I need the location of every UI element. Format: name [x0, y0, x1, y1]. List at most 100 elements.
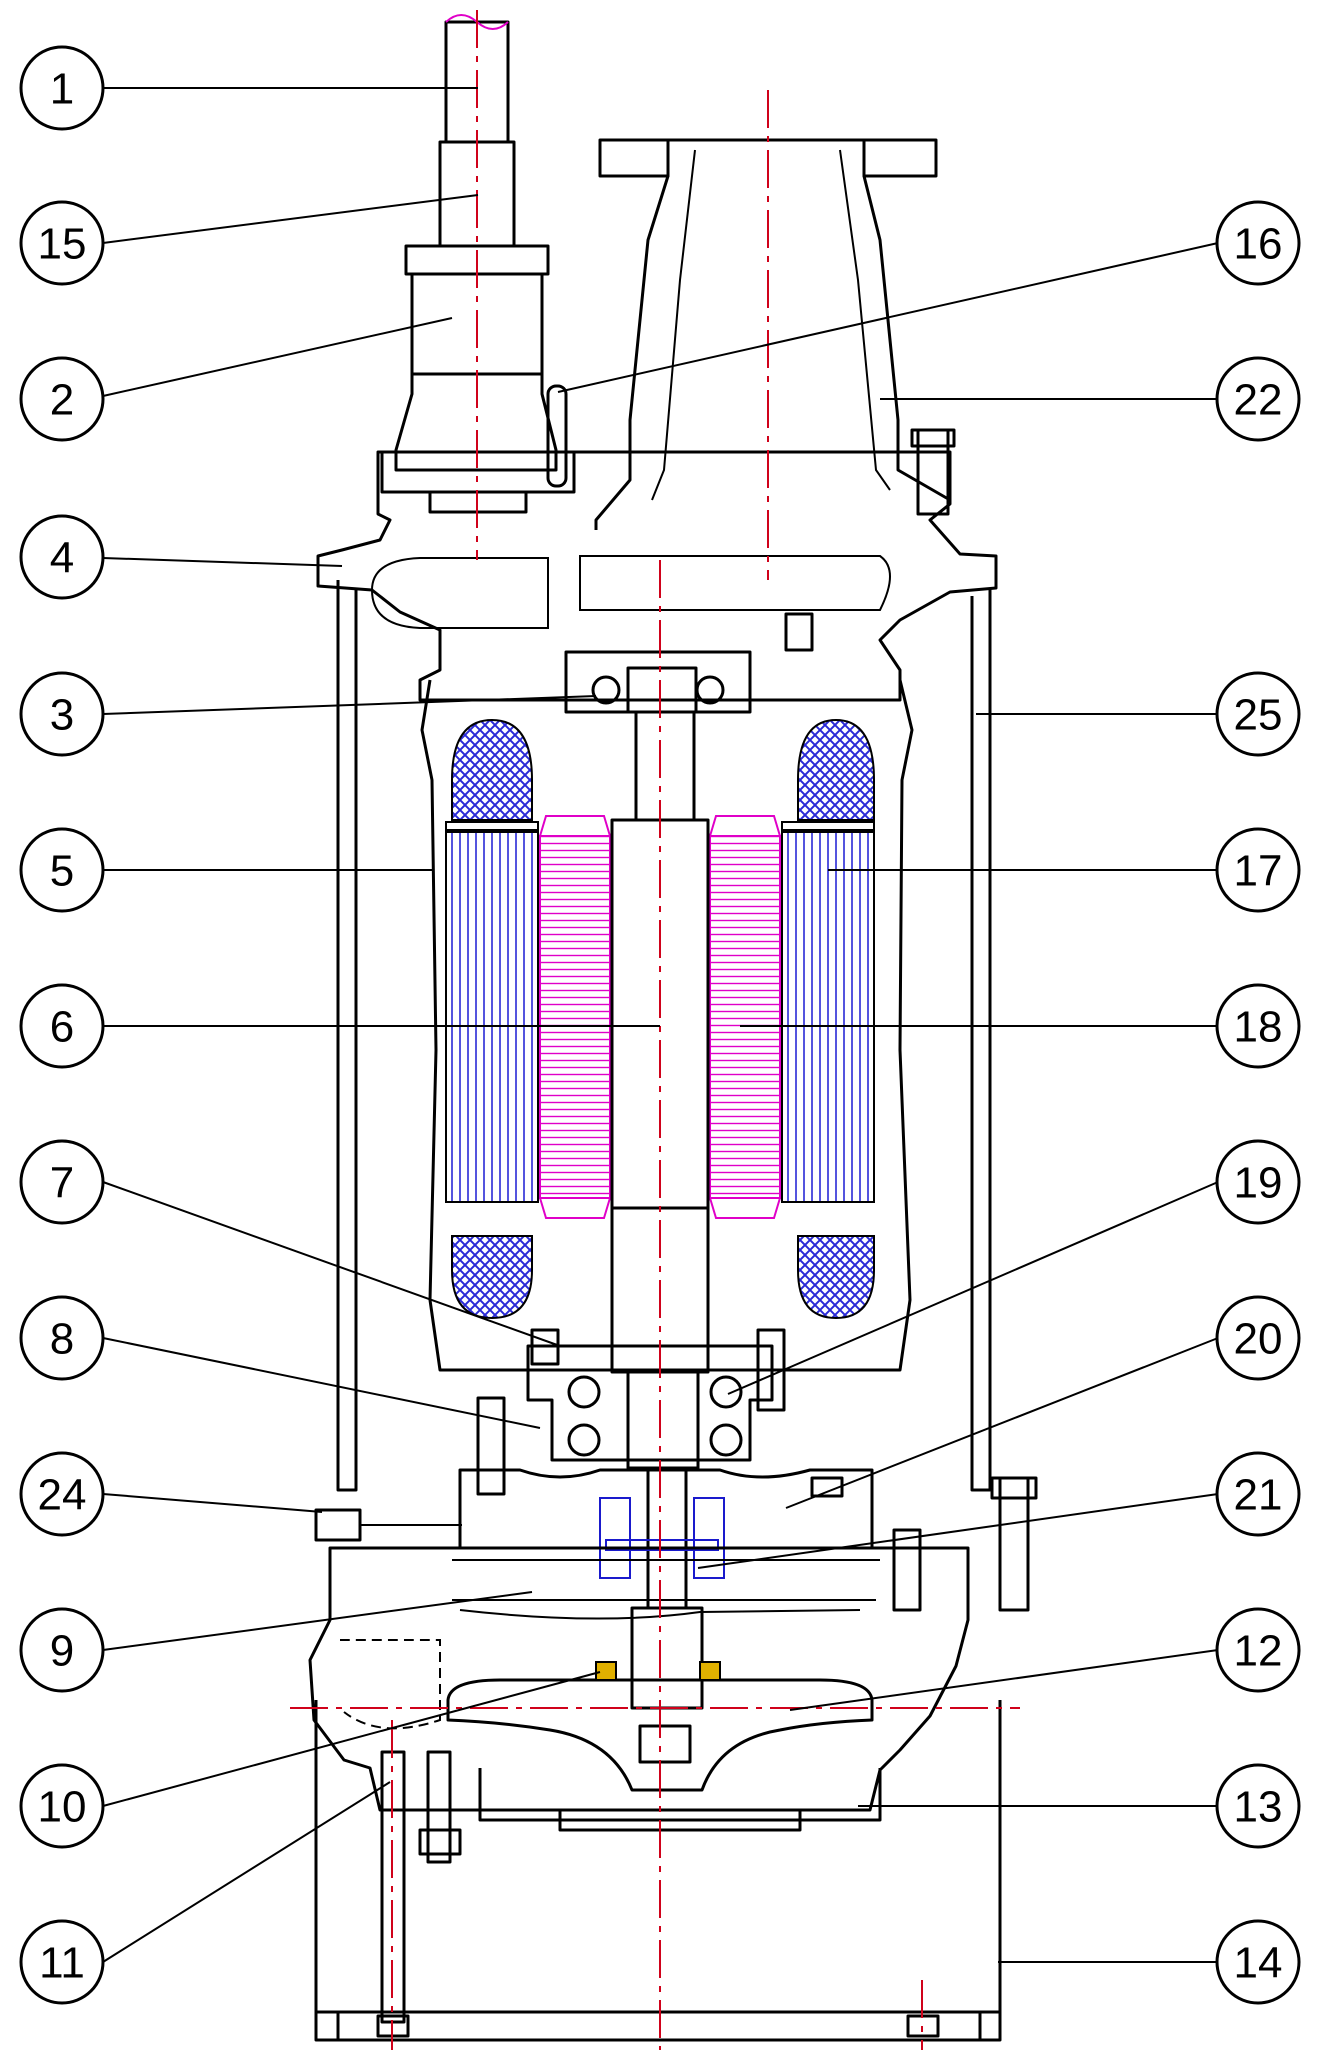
callout-25-label: 25 — [1234, 691, 1283, 740]
callout-18: 18 — [1215, 983, 1301, 1069]
leader-10 — [102, 1671, 601, 1807]
mechanical-seal-right — [693, 1497, 725, 1579]
rotor-left — [539, 835, 611, 1199]
callout-1-label: 1 — [50, 65, 74, 114]
callout-5: 5 — [19, 827, 105, 913]
wear-ring-right — [699, 1661, 721, 1681]
discharge-cone-outer — [594, 175, 951, 530]
callout-11: 11 — [19, 1919, 105, 2005]
callout-5-label: 5 — [50, 847, 74, 896]
leader-lines — [102, 87, 1219, 1963]
leader-19 — [727, 1181, 1219, 1395]
lower-bearing-ball-bl — [567, 1423, 601, 1457]
top-cover — [316, 450, 998, 702]
callout-24: 24 — [19, 1451, 105, 1537]
cable-gland-cone — [394, 374, 558, 472]
callout-14-label: 14 — [1234, 1939, 1283, 1988]
callout-19-label: 19 — [1234, 1159, 1283, 1208]
stator-end-turn-top-left — [451, 718, 533, 821]
drain-plug-24 — [314, 1508, 362, 1542]
rotor-right — [709, 835, 781, 1199]
bearing-cover-bolt-left — [530, 1328, 560, 1366]
impeller — [446, 1678, 874, 1792]
callout-11-label: 11 — [39, 1939, 85, 1988]
leader-20 — [785, 1337, 1219, 1509]
leader-2 — [102, 317, 453, 397]
housing-bolt-right — [892, 1528, 922, 1612]
callout-14: 14 — [1215, 1919, 1301, 2005]
lower-bearing-ball-tr — [709, 1375, 743, 1409]
leader-7 — [102, 1181, 561, 1347]
rotor-end-ring-bottom — [539, 1197, 781, 1219]
callouts: 1 15 2 4 3 5 6 7 8 24 9 10 11 16 22 25 1… — [19, 45, 1301, 2005]
callout-6: 6 — [19, 983, 105, 1069]
impeller-nut — [638, 1724, 692, 1764]
shaft-bearing-section — [626, 1370, 700, 1470]
callout-4-label: 4 — [50, 534, 74, 583]
seal-spring — [605, 1539, 719, 1551]
callout-2-label: 2 — [50, 376, 74, 425]
callout-10-label: 10 — [38, 1783, 87, 1832]
callout-13-label: 13 — [1234, 1783, 1283, 1832]
top-cover-cavity-left — [370, 557, 549, 629]
center-lines — [290, 10, 1020, 2050]
lower-bearing-ball-br — [709, 1423, 743, 1457]
upper-bearing-race — [626, 666, 698, 714]
callout-3: 3 — [19, 671, 105, 757]
lower-bearing-housing — [526, 1344, 774, 1462]
motor-housing — [420, 679, 914, 1372]
discharge-cone-inner — [651, 149, 891, 501]
callout-6-label: 6 — [50, 1003, 74, 1052]
callout-18-label: 18 — [1234, 1003, 1283, 1052]
top-bolt-right — [916, 428, 950, 516]
callout-8-label: 8 — [50, 1315, 74, 1364]
leader-15 — [102, 194, 479, 244]
leader-11 — [102, 1781, 391, 1963]
leader-9 — [102, 1591, 533, 1651]
top-bolt-center — [784, 612, 814, 652]
lower-bearing-ball-tl — [567, 1375, 601, 1409]
right-anchor-bolt-head — [990, 1476, 1038, 1500]
callout-19: 19 — [1215, 1139, 1301, 1225]
leader-12 — [789, 1649, 1219, 1711]
callout-15: 15 — [19, 200, 105, 286]
callout-4: 4 — [19, 514, 105, 600]
stator-core-left-cap — [445, 821, 539, 833]
callout-12: 12 — [1215, 1607, 1301, 1693]
housing-bolt-left — [476, 1396, 506, 1496]
callout-12-label: 12 — [1234, 1627, 1283, 1676]
callout-24-label: 24 — [38, 1471, 87, 1520]
cooling-jacket — [336, 580, 992, 1492]
top-cover-cavity-right — [579, 555, 891, 611]
callout-1: 1 — [19, 45, 105, 131]
callout-16: 16 — [1215, 200, 1301, 286]
callout-20-label: 20 — [1234, 1315, 1283, 1364]
callout-17: 17 — [1215, 827, 1301, 913]
oil-chamber — [458, 1468, 874, 1550]
callout-13: 13 — [1215, 1763, 1301, 1849]
pump-cover-ring — [452, 1559, 880, 1620]
callout-9: 9 — [19, 1607, 105, 1693]
base-stand — [314, 1700, 1002, 2042]
callout-16-label: 16 — [1234, 220, 1283, 269]
stator-core-right-cap — [781, 821, 875, 833]
leader-16 — [557, 242, 1219, 393]
callout-7: 7 — [19, 1139, 105, 1225]
callout-21: 21 — [1215, 1451, 1301, 1537]
rotor-end-ring-top — [539, 815, 781, 837]
upper-bearing-left-ball — [591, 675, 621, 705]
pump-body — [308, 14, 1038, 2042]
leader-4 — [102, 557, 343, 567]
callout-3-label: 3 — [50, 691, 74, 740]
callout-9-label: 9 — [50, 1627, 74, 1676]
callout-10: 10 — [19, 1763, 105, 1849]
callout-25: 25 — [1215, 671, 1301, 757]
callout-20: 20 — [1215, 1295, 1301, 1381]
callout-21-label: 21 — [1234, 1471, 1283, 1520]
stator-end-turn-bottom-right — [797, 1235, 875, 1320]
mechanical-seal-left — [599, 1497, 631, 1579]
shaft-impeller-section — [630, 1606, 704, 1710]
stator-core-left — [445, 829, 539, 1203]
lifting-pin — [546, 384, 568, 488]
leader-3 — [102, 695, 597, 715]
